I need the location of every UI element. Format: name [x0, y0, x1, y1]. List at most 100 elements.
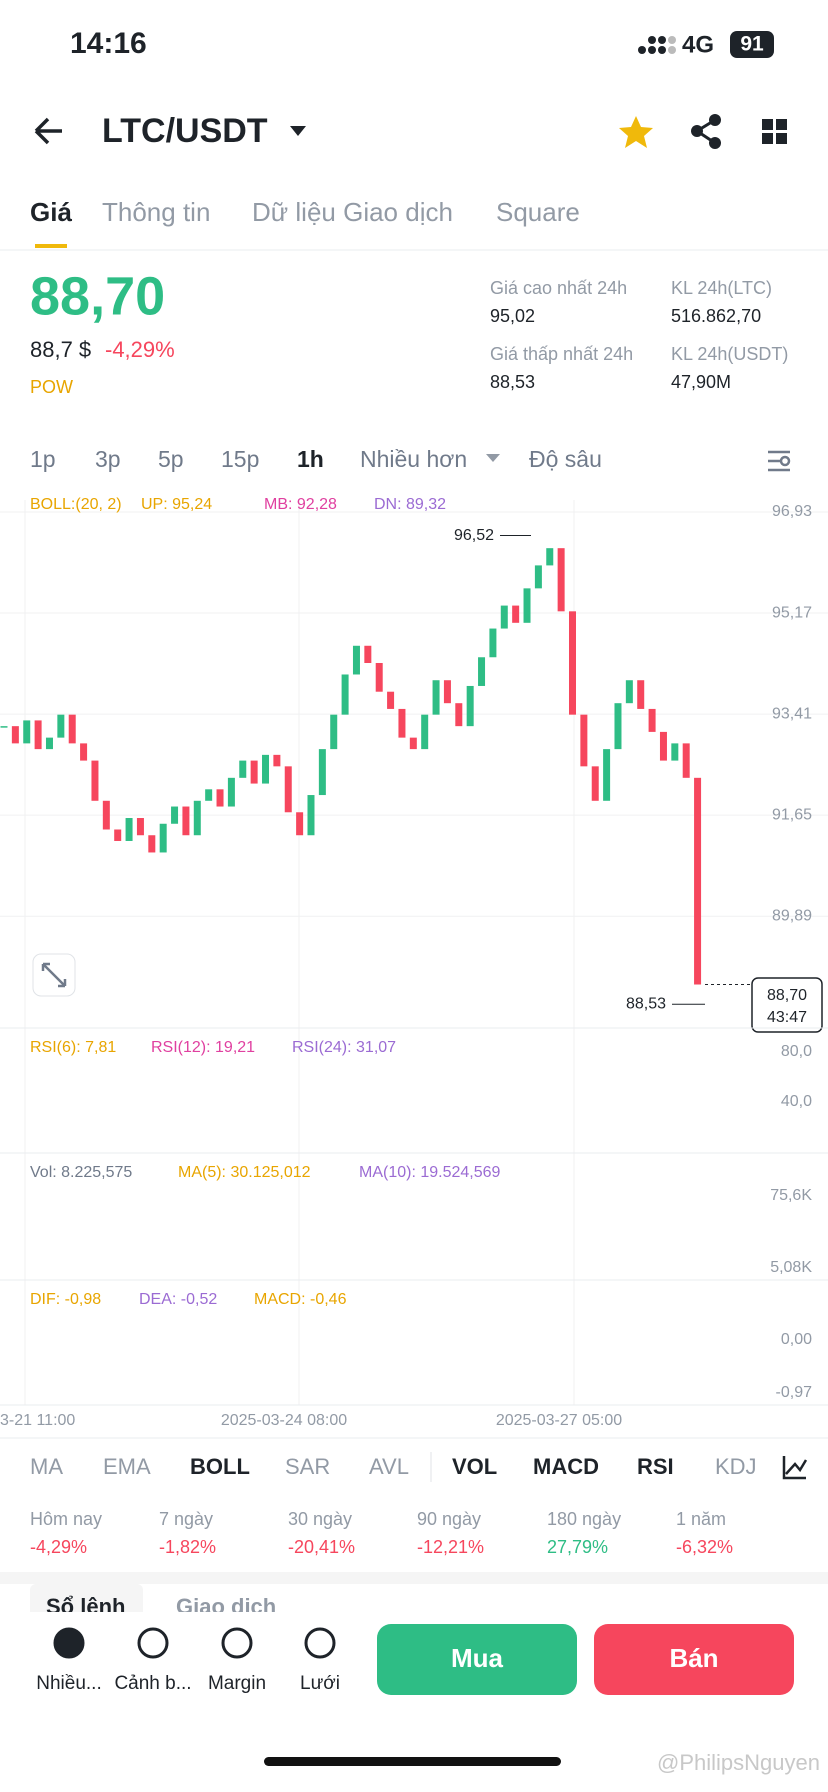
vol-tick-label: 75,6K — [770, 1187, 812, 1204]
macd-legend: MACD: -0,46 — [254, 1291, 347, 1308]
sell-button[interactable] — [594, 1624, 794, 1695]
candle — [409, 737, 417, 750]
candle — [432, 680, 440, 715]
indicator-tab[interactable]: VOL — [452, 1454, 497, 1479]
candle — [205, 789, 213, 801]
indicator-tab[interactable]: RSI — [637, 1454, 674, 1479]
macd-tick-label: 0,00 — [781, 1331, 812, 1348]
interval[interactable]: Nhiều hơn — [360, 446, 467, 472]
period-label: 90 ngày — [417, 1509, 481, 1529]
period-change: 27,79% — [547, 1537, 608, 1557]
rsi-tick-label: 40,0 — [781, 1093, 812, 1110]
candle — [159, 823, 167, 853]
y-tick-label: 95,17 — [772, 604, 812, 621]
legend: UP: 95,24 — [141, 496, 212, 513]
rsi-legend: RSI(24): 31,07 — [292, 1039, 396, 1056]
pair-dropdown[interactable] — [290, 126, 306, 136]
candle — [659, 731, 667, 761]
last-price: 88,70 — [30, 266, 165, 326]
period-change: -12,21% — [417, 1537, 484, 1557]
interval[interactable]: 1p — [30, 446, 56, 472]
candle — [68, 714, 76, 744]
interval[interactable]: 5p — [158, 446, 184, 472]
nav-icon[interactable] — [53, 1627, 85, 1659]
nav-label[interactable]: Cảnh b... — [114, 1673, 191, 1694]
candle — [443, 680, 451, 704]
nav-label[interactable]: Margin — [208, 1673, 266, 1694]
buy-button[interactable] — [377, 1624, 577, 1695]
interval[interactable]: 1h — [297, 446, 324, 472]
candle — [478, 657, 486, 686]
stat-label: Giá cao nhất 24h — [490, 278, 627, 298]
nav-label[interactable]: Lưới — [300, 1673, 340, 1694]
y-tick-label: 91,65 — [772, 806, 812, 823]
vol-tick-label: 5,08K — [770, 1259, 812, 1276]
indicator-tab[interactable]: MA — [30, 1454, 63, 1479]
rsi-tick-label: 80,0 — [781, 1043, 812, 1060]
candle — [102, 800, 110, 830]
candle — [227, 777, 235, 807]
home-indicator — [264, 1757, 561, 1766]
candle — [523, 588, 531, 623]
macd-legend: DEA: -0,52 — [139, 1291, 217, 1308]
candle — [557, 548, 565, 612]
interval[interactable]: 15p — [221, 446, 259, 472]
signal-icon — [638, 36, 676, 54]
x-tick-label: 3-21 11:00 — [0, 1412, 75, 1429]
candle — [114, 829, 122, 841]
pair-title[interactable]: LTC/USDT — [102, 112, 268, 150]
indicator-tab[interactable]: MACD — [533, 1454, 599, 1479]
expand-icon[interactable] — [41, 962, 67, 988]
legend: BOLL:(20, 2) — [30, 496, 122, 513]
tab[interactable]: Giá — [30, 197, 72, 227]
candle — [364, 645, 372, 663]
nav-icon[interactable] — [137, 1627, 169, 1659]
tab-underline — [35, 244, 67, 248]
candle — [500, 605, 508, 629]
rsi-legend: RSI(6): 7,81 — [30, 1039, 116, 1056]
candle — [136, 818, 144, 836]
back-button[interactable] — [34, 117, 62, 145]
indicator-tab[interactable]: EMA — [103, 1454, 151, 1479]
candle — [466, 685, 474, 727]
favorite-star[interactable] — [619, 116, 653, 148]
tab[interactable]: Thông tin — [102, 197, 210, 227]
indicator-tab[interactable]: BOLL — [190, 1454, 250, 1479]
indicator-tab[interactable]: AVL — [369, 1454, 409, 1479]
buy-label[interactable]: Mua — [451, 1643, 504, 1673]
candle — [580, 714, 588, 767]
candle — [0, 726, 8, 728]
candle — [45, 737, 53, 750]
tab[interactable]: Square — [496, 197, 580, 227]
layout-button[interactable] — [762, 119, 787, 144]
indicator-settings[interactable] — [782, 1456, 808, 1480]
period-change: -20,41% — [288, 1537, 355, 1557]
candle — [193, 800, 201, 836]
interval[interactable]: 3p — [95, 446, 121, 472]
candle — [239, 760, 247, 778]
nav-label[interactable]: Nhiều... — [36, 1673, 101, 1694]
interval[interactable]: Độ sâu — [529, 446, 602, 472]
candle — [534, 565, 542, 589]
vol-legend: MA(10): 19.524,569 — [359, 1164, 501, 1181]
nav-icon[interactable] — [221, 1627, 253, 1659]
nav-icon[interactable] — [304, 1627, 336, 1659]
indicator-tab[interactable]: SAR — [285, 1454, 330, 1479]
legend: DN: 89,32 — [374, 496, 446, 513]
candle — [637, 680, 645, 709]
indicator-tab[interactable]: KDJ — [715, 1454, 757, 1479]
candle — [284, 766, 292, 813]
share-button[interactable] — [691, 114, 721, 149]
chart-settings[interactable] — [768, 450, 791, 472]
x-tick-label: 2025-03-24 08:00 — [221, 1412, 347, 1429]
sell-label[interactable]: Bán — [669, 1643, 718, 1673]
stat-value: 95,02 — [490, 306, 535, 326]
countdown: 43:47 — [767, 1009, 807, 1026]
x-tick-label: 2025-03-27 05:00 — [496, 1412, 622, 1429]
tab[interactable]: Dữ liệu Giao dịch — [252, 197, 453, 227]
macd-tick-label: -0,97 — [776, 1384, 813, 1401]
candle — [512, 605, 520, 623]
more-dropdown[interactable] — [486, 454, 500, 462]
